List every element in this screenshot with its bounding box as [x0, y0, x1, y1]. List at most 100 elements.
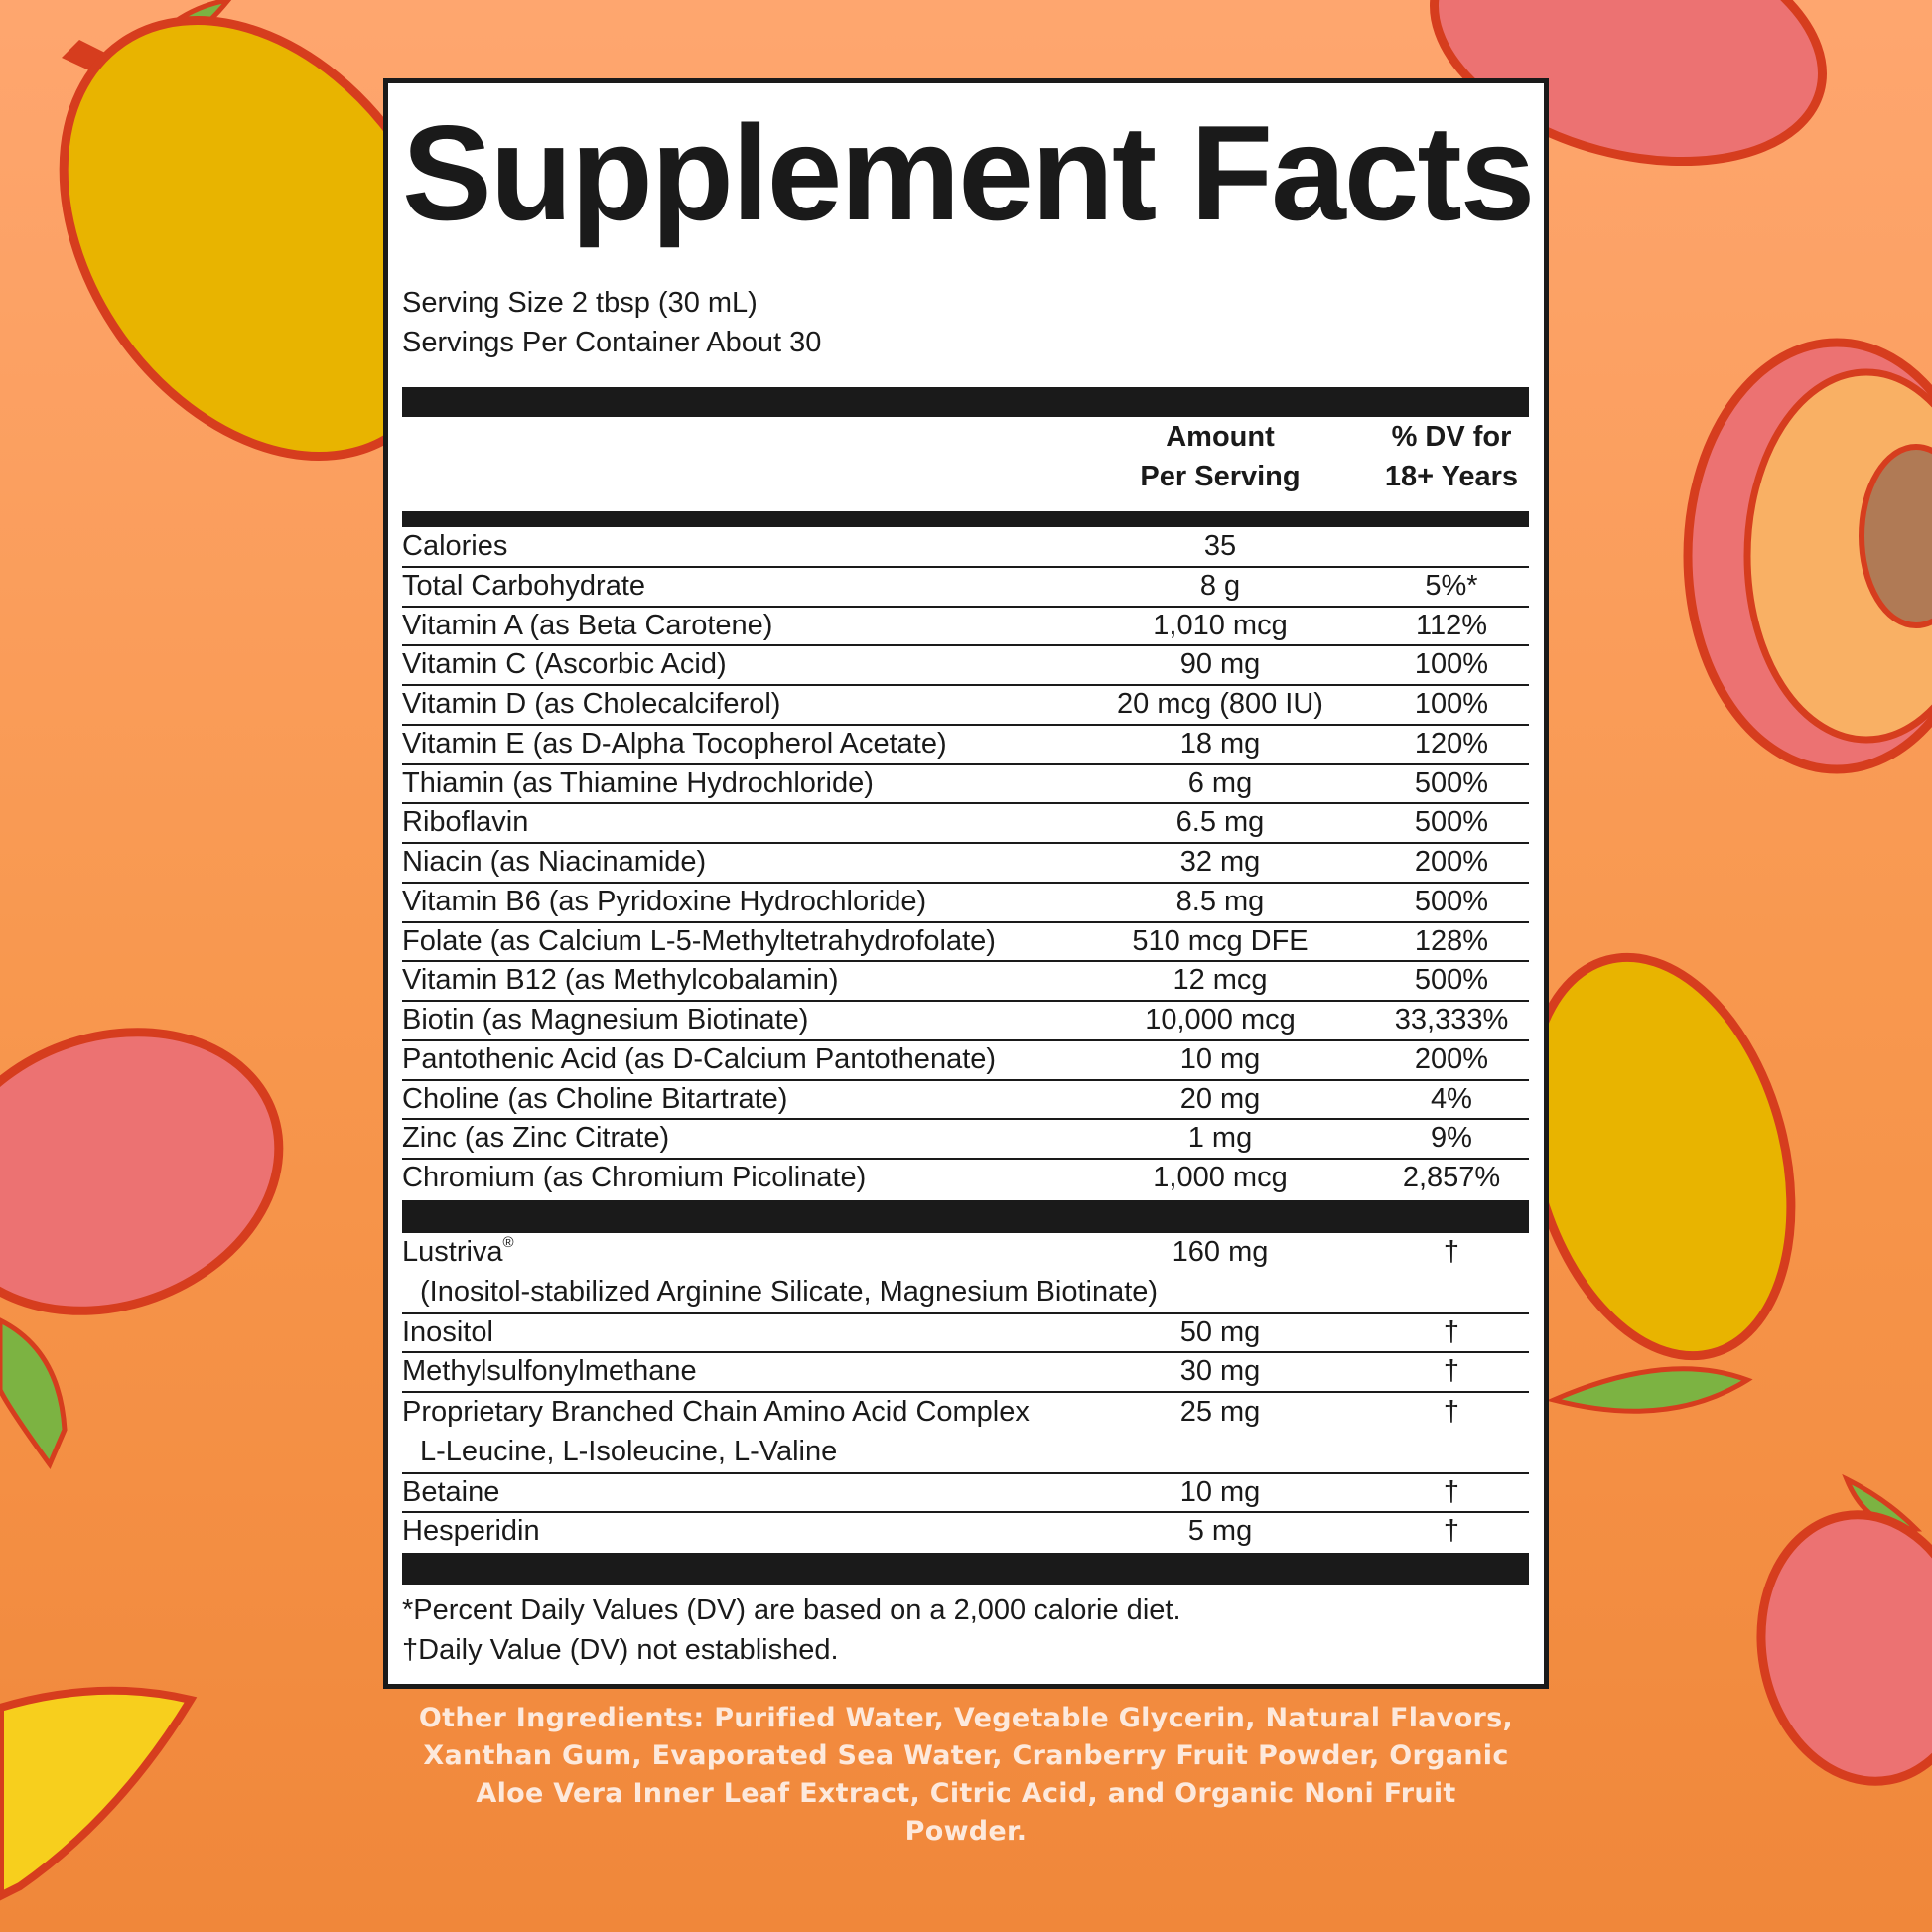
ingredient-name-text: Lustriva — [402, 1236, 503, 1268]
percent-daily-value: † — [1443, 1515, 1460, 1548]
amount-per-serving: 35 — [1203, 530, 1237, 562]
table-row: Folate (as Calcium L-5-Methyltetrahydrof… — [402, 923, 1529, 963]
ingredient-name: Vitamin A (as Beta Carotene) — [402, 608, 1101, 645]
amount-per-serving: 6.5 mg — [1175, 806, 1265, 839]
ingredient-name: Total Carbohydrate — [402, 568, 1101, 606]
percent-daily-value: 500% — [1414, 964, 1489, 997]
percent-daily-value: † — [1443, 1236, 1460, 1268]
amount-header-line2: Per Serving — [1140, 461, 1301, 492]
lemon-slice-illustration-bottom-left — [0, 1686, 198, 1901]
ingredient-name-text: Choline (as Choline Bitartrate) — [402, 1082, 788, 1115]
ingredient-name: Pantothenic Acid (as D-Calcium Pantothen… — [402, 1041, 1101, 1079]
amount-header: Amount Per Serving — [1101, 417, 1339, 496]
supplement-facts-panel: Supplement Facts Serving Size 2 tbsp (30… — [383, 78, 1549, 1689]
ingredient-name-text: Niacin (as Niacinamide) — [402, 846, 707, 878]
ingredient-name-text: Vitamin D (as Cholecalciferol) — [402, 688, 781, 720]
amount-per-serving: 10,000 mcg — [1145, 1004, 1296, 1035]
ingredient-name: Thiamin (as Thiamine Hydrochloride) — [402, 765, 1101, 803]
ingredient-name: Vitamin B12 (as Methylcobalamin) — [402, 962, 1101, 1000]
ingredient-name: Vitamin E (as D-Alpha Tocopherol Acetate… — [402, 726, 1101, 763]
table-row: Riboflavin 6.5 mg 500% — [402, 804, 1529, 844]
registered-mark: ® — [502, 1234, 514, 1251]
ingredient-name: Chromium (as Chromium Picolinate) — [402, 1160, 1101, 1197]
ingredient-name-text: Total Carbohydrate — [402, 569, 646, 602]
ingredient-name: Riboflavin — [402, 804, 1101, 842]
percent-daily-value: 100% — [1414, 688, 1489, 720]
amount-per-serving: 10 mg — [1179, 1042, 1261, 1075]
divider-bar — [402, 1200, 1529, 1233]
percent-daily-value: † — [1443, 1396, 1460, 1428]
ingredient-name-text: Inositol — [402, 1315, 493, 1348]
ingredient-name: Vitamin C (Ascorbic Acid) — [402, 646, 1101, 684]
percent-daily-value: 200% — [1414, 1042, 1489, 1075]
table-row: Choline (as Choline Bitartrate) 20 mg 4% — [402, 1081, 1529, 1121]
ingredient-name-text: Calories — [402, 530, 508, 562]
amount-per-serving: 30 mg — [1179, 1355, 1261, 1388]
percent-daily-value: 500% — [1414, 806, 1489, 839]
table-row: Total Carbohydrate 8 g 5%* — [402, 568, 1529, 608]
table-row: Vitamin C (Ascorbic Acid) 90 mg 100% — [402, 646, 1529, 686]
ingredient-name: Methylsulfonylmethane — [402, 1353, 1101, 1391]
ingredient-name: Inositol — [402, 1314, 1101, 1352]
percent-daily-value: 33,333% — [1394, 1004, 1509, 1035]
ingredient-name-text: Folate (as Calcium L-5-Methyltetrahydrof… — [402, 924, 996, 957]
table-row: Hesperidin 5 mg † — [402, 1513, 1529, 1553]
amount-per-serving: 5 mg — [1187, 1515, 1253, 1548]
ingredient-name: Calories — [402, 528, 1101, 566]
amount-per-serving: 50 mg — [1179, 1315, 1261, 1348]
table-row: Proprietary Branched Chain Amino Acid Co… — [402, 1393, 1529, 1474]
amount-per-serving: 10 mg — [1179, 1475, 1261, 1508]
table-row: Vitamin D (as Cholecalciferol) 20 mcg (80… — [402, 686, 1529, 726]
table-row: Pantothenic Acid (as D-Calcium Pantothen… — [402, 1041, 1529, 1081]
amount-per-serving: 1 mg — [1187, 1122, 1253, 1155]
dv-header: % DV for 18+ Years — [1374, 417, 1529, 496]
pink-fruit-illustration-left — [0, 1028, 284, 1470]
ingredient-name-text: Betaine — [402, 1475, 500, 1508]
amount-per-serving: 510 mcg DFE — [1132, 924, 1309, 957]
amount-header-line1: Amount — [1166, 421, 1275, 453]
table-row: Inositol 50 mg † — [402, 1314, 1529, 1354]
table-row: Chromium (as Chromium Picolinate) 1,000 m… — [402, 1160, 1529, 1199]
table-row: Betaine 10 mg † — [402, 1474, 1529, 1514]
amount-per-serving: 8 g — [1199, 569, 1241, 602]
percent-daily-value — [1374, 528, 1529, 566]
ingredient-name: Zinc (as Zinc Citrate) — [402, 1120, 1101, 1158]
table-row: Thiamin (as Thiamine Hydrochloride) 6 mg 5… — [402, 765, 1529, 805]
divider-bar — [402, 511, 1529, 527]
percent-daily-value: 500% — [1414, 766, 1489, 799]
amount-per-serving: 18 mg — [1179, 727, 1261, 759]
amount-per-serving: 20 mcg (800 IU) — [1117, 688, 1323, 720]
nutrient-rows: Calories 35 Total Carbohydrate 8 g 5%* Vitami… — [402, 528, 1529, 1199]
panel-title: Supplement Facts — [402, 97, 1535, 248]
table-row: Calories 35 — [402, 528, 1529, 568]
percent-daily-value: 128% — [1414, 924, 1489, 957]
table-row: Vitamin B6 (as Pyridoxine Hydrochloride)… — [402, 884, 1529, 923]
percent-daily-value: 120% — [1414, 727, 1489, 759]
ingredient-name-text: Thiamin (as Thiamine Hydrochloride) — [402, 766, 874, 799]
servings-per-container: Servings Per Container About 30 — [402, 327, 822, 358]
divider-bar — [402, 1553, 1529, 1585]
percent-daily-value: 5%* — [1425, 569, 1478, 602]
other-ingredient-rows: Lustriva® 160 mg † (Inositol-stabilized Arg… — [402, 1233, 1529, 1553]
amount-per-serving: 12 mcg — [1173, 964, 1268, 997]
ingredient-name: Proprietary Branched Chain Amino Acid Co… — [402, 1393, 1101, 1433]
percent-daily-value: 112% — [1415, 609, 1488, 641]
ingredient-name-text: Riboflavin — [402, 806, 529, 839]
ingredient-name: Vitamin D (as Cholecalciferol) — [402, 686, 1101, 724]
ingredient-name: Choline (as Choline Bitartrate) — [402, 1081, 1101, 1119]
ingredient-sub-description: (Inositol-stabilized Arginine Silicate, … — [420, 1275, 1159, 1308]
percent-daily-value: 100% — [1414, 648, 1489, 681]
percent-daily-value: † — [1443, 1475, 1460, 1508]
column-header: Amount Per Serving % DV for 18+ Years — [402, 417, 1529, 511]
amount-per-serving: 1,010 mcg — [1153, 609, 1288, 641]
table-row: Zinc (as Zinc Citrate) 1 mg 9% — [402, 1120, 1529, 1160]
ingredient-name: Hesperidin — [402, 1513, 1101, 1551]
percent-daily-value: 200% — [1414, 846, 1489, 878]
divider-bar — [402, 387, 1529, 417]
ingredient-name: Betaine — [402, 1474, 1101, 1512]
peach-half-illustration-right — [1683, 338, 1932, 774]
ingredient-name-text: Vitamin A (as Beta Carotene) — [402, 609, 773, 641]
amount-per-serving: 1,000 mcg — [1153, 1162, 1288, 1193]
footnote-dv-basis: *Percent Daily Values (DV) are based on … — [402, 1594, 1181, 1626]
ingredient-name: Niacin (as Niacinamide) — [402, 844, 1101, 882]
